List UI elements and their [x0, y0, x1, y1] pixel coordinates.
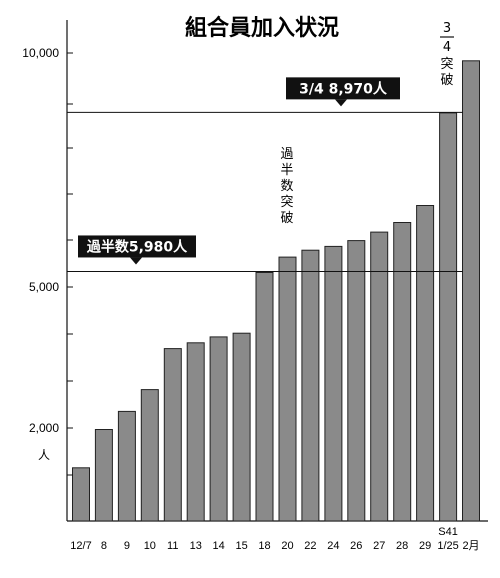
x-tick-label: 24	[327, 540, 339, 552]
bar	[370, 231, 389, 522]
x-tick-label: S41	[438, 526, 458, 538]
x-tick-label: 8	[101, 540, 107, 552]
half-breakthrough-char: 突	[280, 194, 293, 210]
x-tick-label: 12/7	[70, 540, 91, 552]
bar	[94, 429, 113, 522]
y-unit-label: 人	[38, 448, 50, 462]
x-tick-label: 13	[190, 540, 202, 552]
three-quarter-callout-pointer	[335, 99, 347, 107]
bar	[163, 348, 182, 522]
x-tick-label: 28	[396, 540, 408, 552]
bar	[117, 410, 136, 522]
x-tick-label: 26	[350, 540, 362, 552]
fraction-numerator: 3	[443, 21, 451, 36]
bar	[462, 60, 480, 522]
half-breakthrough-char: 破	[280, 211, 293, 226]
half-breakthrough-char: 半	[280, 163, 293, 178]
x-tick-label: 2月	[462, 540, 479, 552]
bar	[393, 222, 412, 522]
y-tick-label: 5,000	[29, 280, 59, 294]
x-tick-labels: 12/7 8 9 10 11 13 14 15 18 20 22 24 26 27 28 29 S41 1/25 2…	[70, 526, 479, 552]
three-quarter-callout-label: 3/4 8,970人	[299, 80, 388, 97]
bars	[72, 60, 480, 522]
bar	[72, 467, 90, 522]
bar	[209, 336, 228, 522]
bar	[324, 245, 343, 522]
x-tick-label: 14	[213, 540, 225, 552]
bar	[232, 332, 251, 522]
y-ticks: 10,000 5,000 2,000	[22, 46, 73, 476]
half-breakthrough-char: 過	[280, 147, 293, 162]
x-tick-label: 27	[373, 540, 385, 552]
bar	[140, 389, 159, 522]
half-callout-pointer	[130, 257, 142, 265]
three-quarter-breakthrough-annotation: 3 4 突破	[440, 21, 454, 88]
half-callout-box	[78, 235, 196, 258]
x-tick-label: 22	[304, 540, 316, 552]
bar	[439, 112, 458, 522]
x-tick-label: 20	[281, 540, 293, 552]
x-tick-label: 15	[235, 540, 247, 552]
three-quarter-breakthrough-char: 破	[440, 73, 453, 88]
bar	[347, 240, 366, 522]
half-breakthrough-char: 数	[280, 179, 293, 194]
fraction-denominator: 4	[443, 40, 451, 55]
bar	[255, 272, 274, 522]
chart-title: 組合員加入状況	[185, 15, 339, 41]
bar	[301, 249, 320, 522]
reference-lines: 過半数5,980人 3/4 8,970人	[67, 77, 463, 272]
x-tick-label: 1/25	[437, 540, 458, 552]
x-tick-label: 10	[144, 540, 156, 552]
three-quarter-breakthrough-char: 突	[440, 56, 453, 72]
x-tick-label: 9	[124, 540, 130, 552]
x-tick-label: 18	[258, 540, 270, 552]
half-callout-label: 過半数5,980人	[86, 238, 188, 255]
bar	[186, 342, 205, 522]
x-tick-label: 29	[419, 540, 431, 552]
x-tick-label: 11	[167, 540, 178, 552]
three-quarter-callout-box	[286, 77, 400, 100]
bar	[278, 256, 297, 522]
y-tick-label: 2,000	[29, 421, 59, 435]
y-tick-label: 10,000	[22, 46, 59, 60]
bar	[416, 205, 435, 522]
